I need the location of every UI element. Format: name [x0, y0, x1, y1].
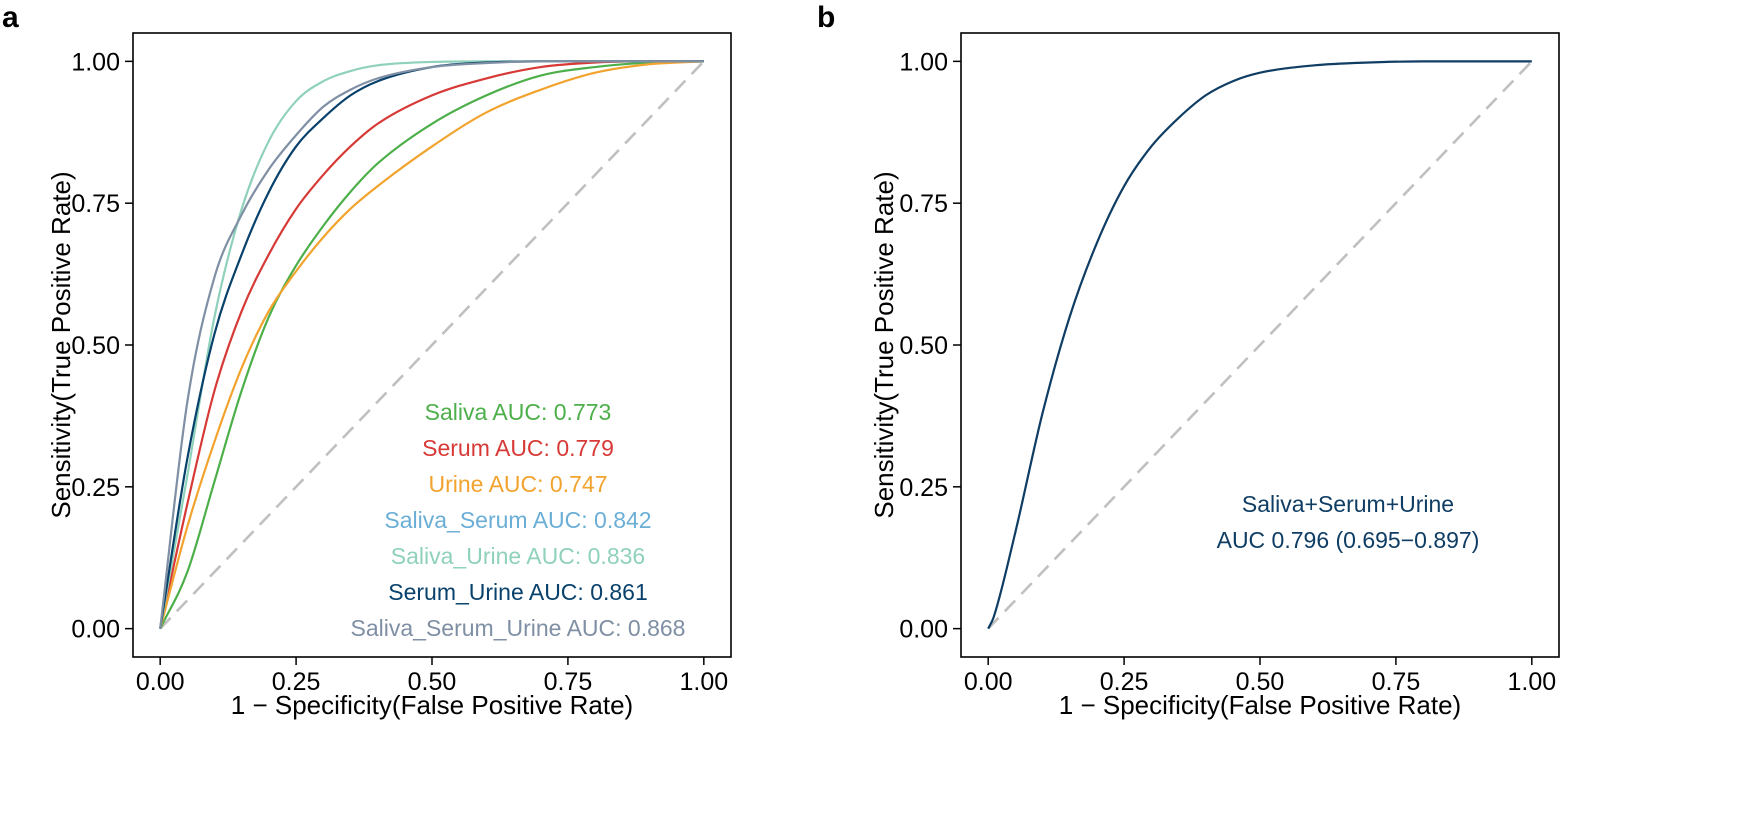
y-tick-label: 0.50 [899, 332, 948, 360]
legend-entry: Saliva_Urine AUC: 0.836 [391, 543, 645, 569]
reference-diagonal [159, 60, 705, 630]
x-tick-label: 1.00 [679, 668, 728, 696]
legend-entry: Serum_Urine AUC: 0.861 [388, 579, 648, 605]
x-tick-label: 0.50 [1236, 668, 1285, 696]
x-tick-label: 0.25 [272, 668, 321, 696]
legend-entry: Serum AUC: 0.779 [422, 435, 614, 461]
x-tick-label: 0.75 [544, 668, 593, 696]
y-tick-label: 0.75 [71, 190, 120, 218]
x-tick-label: 0.50 [408, 668, 457, 696]
y-tick-label: 0.25 [71, 474, 120, 502]
panel-a: a 0.00 0.25 0.50 0.75 1.00 0.000.250.500.751… [2, 1, 732, 720]
roc-curves [987, 60, 1532, 630]
y-axis-ticks: 0.00 0.25 0.50 0.75 1.00 [899, 48, 961, 644]
x-tick-label: 0.00 [136, 668, 185, 696]
legend-entry: Saliva AUC: 0.773 [425, 399, 612, 425]
y-tick-label: 0.50 [71, 332, 120, 360]
y-axis-title: Sensitivity(True Positive Rate) [46, 171, 76, 518]
y-axis-ticks: 0.00 0.25 0.50 0.75 1.00 [71, 48, 133, 644]
annotation-auc-value: AUC 0.796 (0.695−0.897) [1217, 527, 1480, 553]
roc-curve-saliva-serum-urine [159, 60, 704, 629]
panel-b: b 0.00 0.25 0.50 0.75 1.00 0.000.250.500.751… [817, 1, 1560, 720]
roc-curve-saliva [159, 60, 704, 630]
x-tick-label: 0.75 [1372, 668, 1421, 696]
roc-curve-urine [159, 60, 704, 629]
legend: Saliva AUC: 0.773 Serum AUC: 0.779 Urine A… [351, 399, 686, 641]
y-tick-label: 1.00 [71, 48, 120, 76]
panel-letter-a: a [2, 1, 19, 34]
x-axis-title: 1 − Specificity(False Positive Rate) [231, 690, 633, 720]
panel-letter-b: b [817, 1, 835, 34]
y-tick-label: 0.25 [899, 474, 948, 502]
roc-curve-saliva-serum-urine [987, 60, 1532, 630]
annotation-series-name: Saliva+Serum+Urine [1242, 491, 1454, 517]
y-tick-label: 0.00 [899, 616, 948, 644]
legend-entry: Saliva_Serum_Urine AUC: 0.868 [351, 615, 686, 641]
y-tick-label: 1.00 [899, 48, 948, 76]
y-tick-label: 0.00 [71, 616, 120, 644]
roc-curves [159, 60, 704, 630]
y-tick-label: 0.75 [899, 190, 948, 218]
x-tick-label: 1.00 [1507, 668, 1556, 696]
x-axis-ticks: 0.00 0.25 0.50 0.75 1.00 [136, 657, 728, 696]
x-tick-label: 0.00 [964, 668, 1013, 696]
legend-entry: Urine AUC: 0.747 [429, 471, 608, 497]
x-tick-label: 0.25 [1100, 668, 1149, 696]
x-axis-title: 1 − Specificity(False Positive Rate) [1059, 690, 1461, 720]
reference-diagonal [987, 60, 1533, 630]
y-axis-title: Sensitivity(True Positive Rate) [869, 171, 899, 518]
diagonal-reference-line [987, 60, 1533, 630]
auc-annotation: Saliva+Serum+Urine AUC 0.796 (0.695−0.897… [1217, 491, 1480, 553]
legend-entry: Saliva_Serum AUC: 0.842 [384, 507, 651, 533]
x-axis-ticks: 0.00 0.25 0.50 0.75 1.00 [964, 657, 1556, 696]
roc-curve-serum [159, 60, 704, 629]
diagonal-reference-line [159, 60, 705, 630]
